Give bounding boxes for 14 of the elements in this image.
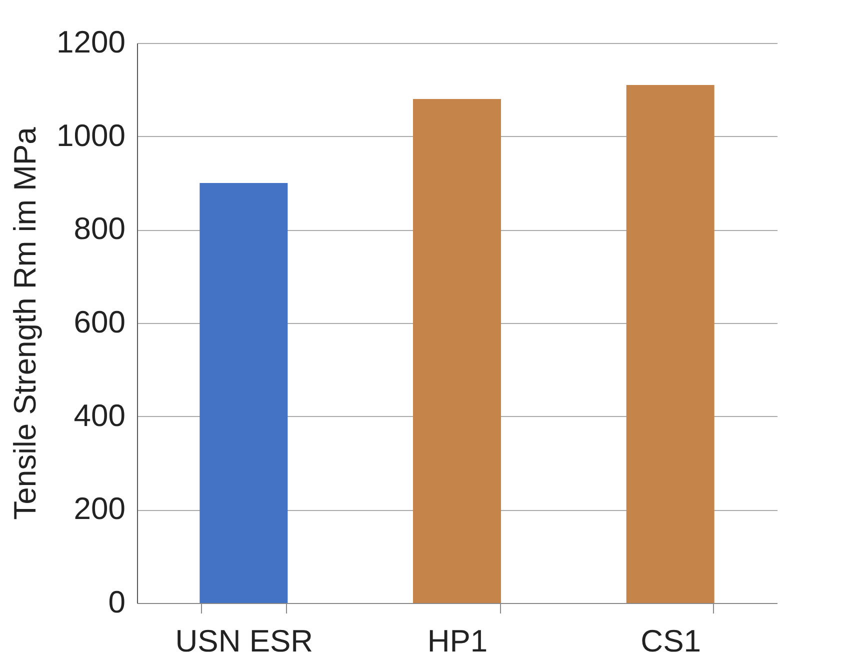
y-tick-label: 400 <box>74 398 126 433</box>
y-tick-label: 800 <box>74 211 126 246</box>
y-tick-label: 1000 <box>56 118 126 153</box>
x-tick-label: HP1 <box>427 624 488 658</box>
x-tick-label: USN ESR <box>175 624 314 658</box>
y-axis-title: Tensile Strength Rm im MPa <box>8 126 43 520</box>
bar <box>200 183 288 603</box>
bar <box>413 99 501 603</box>
bar <box>626 85 714 603</box>
y-tick-label: 600 <box>74 304 126 340</box>
x-tick-label: CS1 <box>640 624 701 658</box>
y-tick-label: 200 <box>74 491 126 526</box>
y-tick-label: 1200 <box>56 24 126 60</box>
y-tick-label: 0 <box>108 584 126 620</box>
